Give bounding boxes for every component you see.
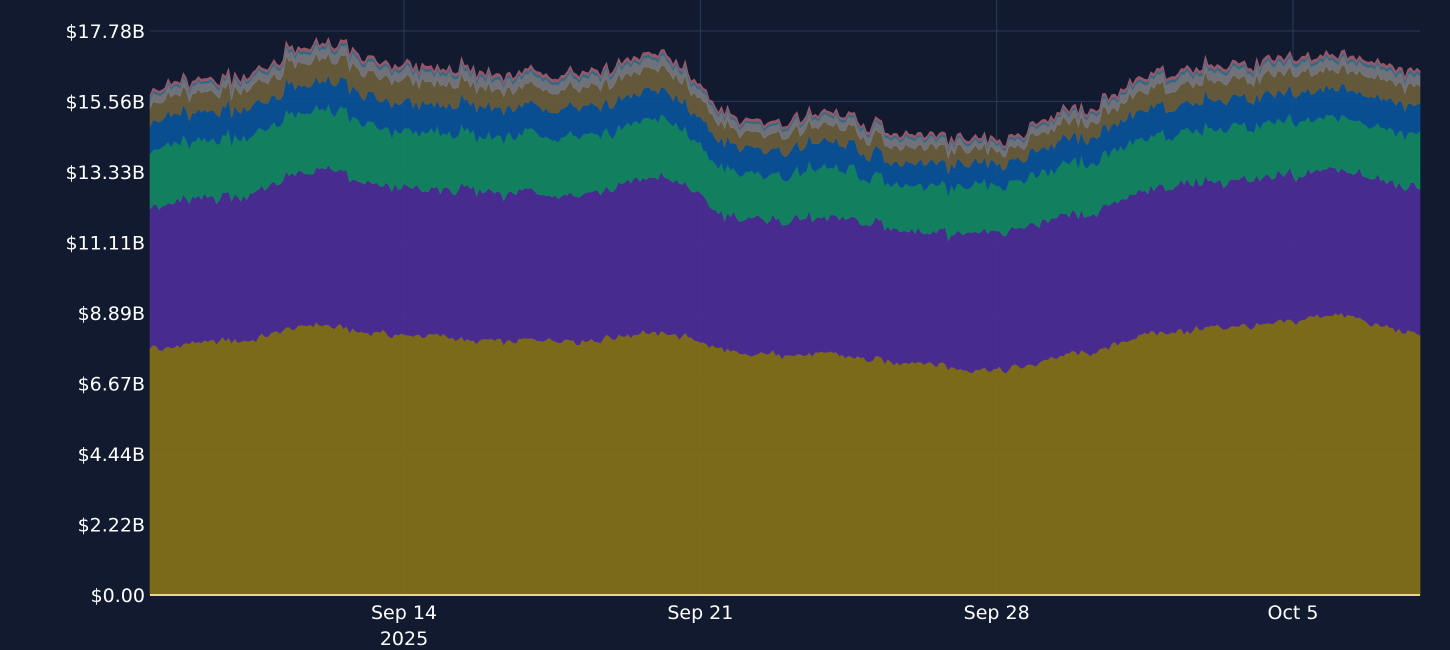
x-tick-label: Oct 5 xyxy=(1268,602,1319,624)
y-tick-label: $8.89B xyxy=(78,303,145,325)
y-tick-label: $11.11B xyxy=(65,233,145,255)
y-tick-label: $4.44B xyxy=(78,444,145,466)
x-tick-sublabel: 2025 xyxy=(380,628,428,650)
y-tick-label: $15.56B xyxy=(65,91,145,113)
area-layer xyxy=(149,36,1421,596)
y-tick-label: $6.67B xyxy=(78,373,145,395)
y-tick-label: $13.33B xyxy=(65,162,145,184)
axis-layer: $0.00 $2.22B $4.44B $6.67B $8.89B $11.11B $13.… xyxy=(65,21,1420,650)
x-tick-label: Sep 21 xyxy=(667,602,733,624)
y-tick-label: $2.22B xyxy=(78,515,145,537)
y-tick-label: $0.00 xyxy=(91,585,145,607)
x-tick-label: Sep 28 xyxy=(964,602,1030,624)
area-series-8 xyxy=(149,36,1421,150)
x-tick-label: Sep 14 xyxy=(371,602,437,624)
y-tick-label: $17.78B xyxy=(65,21,145,43)
